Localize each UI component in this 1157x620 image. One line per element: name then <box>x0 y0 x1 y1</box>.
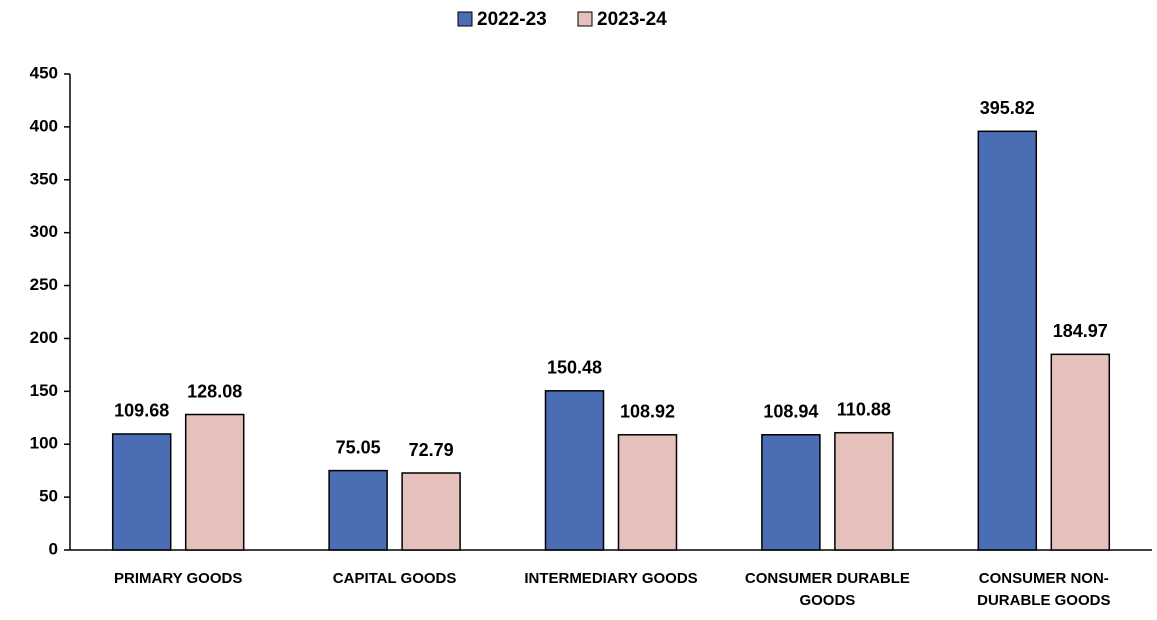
bar <box>111 433 172 551</box>
y-tick-label: 50 <box>39 487 58 506</box>
value-label: 75.05 <box>336 437 381 457</box>
value-label: 108.94 <box>763 402 818 422</box>
y-tick-label: 350 <box>30 169 58 188</box>
x-tick-label: CAPITAL GOODS <box>332 570 457 587</box>
y-tick-label: 400 <box>30 116 58 135</box>
bar <box>544 390 605 551</box>
bar <box>1050 353 1111 551</box>
x-tick-label: PRIMARY GOODS <box>114 570 243 587</box>
value-label: 150.48 <box>547 358 602 378</box>
y-tick-label: 450 <box>30 63 58 82</box>
x-tick-label: CONSUMER NON-DURABLE GOODS <box>977 570 1111 609</box>
value-label: 108.92 <box>620 402 675 422</box>
legend-label: 2022-23 <box>477 9 547 30</box>
bar <box>401 472 461 551</box>
bar <box>617 434 678 551</box>
y-tick-label: 300 <box>30 222 58 241</box>
bar <box>184 413 245 551</box>
y-tick-label: 200 <box>30 328 58 347</box>
x-tick-label: CONSUMER DURABLE GOODS <box>744 570 910 609</box>
y-tick-label: 250 <box>30 275 58 294</box>
value-label: 395.82 <box>980 98 1035 118</box>
value-label: 109.68 <box>114 401 169 421</box>
value-label: 128.08 <box>187 381 242 401</box>
legend-swatch <box>457 11 473 27</box>
value-label: 184.97 <box>1053 321 1108 341</box>
y-tick-label: 100 <box>30 434 58 453</box>
value-label: 110.88 <box>837 399 891 419</box>
x-tick-label: INTERMEDIARY GOODS <box>524 570 698 587</box>
y-tick-label: 150 <box>30 381 58 400</box>
bar <box>977 130 1038 551</box>
legend-label: 2023-24 <box>597 9 667 30</box>
bar <box>328 469 388 551</box>
bar <box>834 431 894 551</box>
value-label: 72.79 <box>409 440 454 460</box>
y-tick-label: 0 <box>49 539 58 558</box>
legend-swatch <box>577 11 593 27</box>
bar <box>761 434 821 551</box>
